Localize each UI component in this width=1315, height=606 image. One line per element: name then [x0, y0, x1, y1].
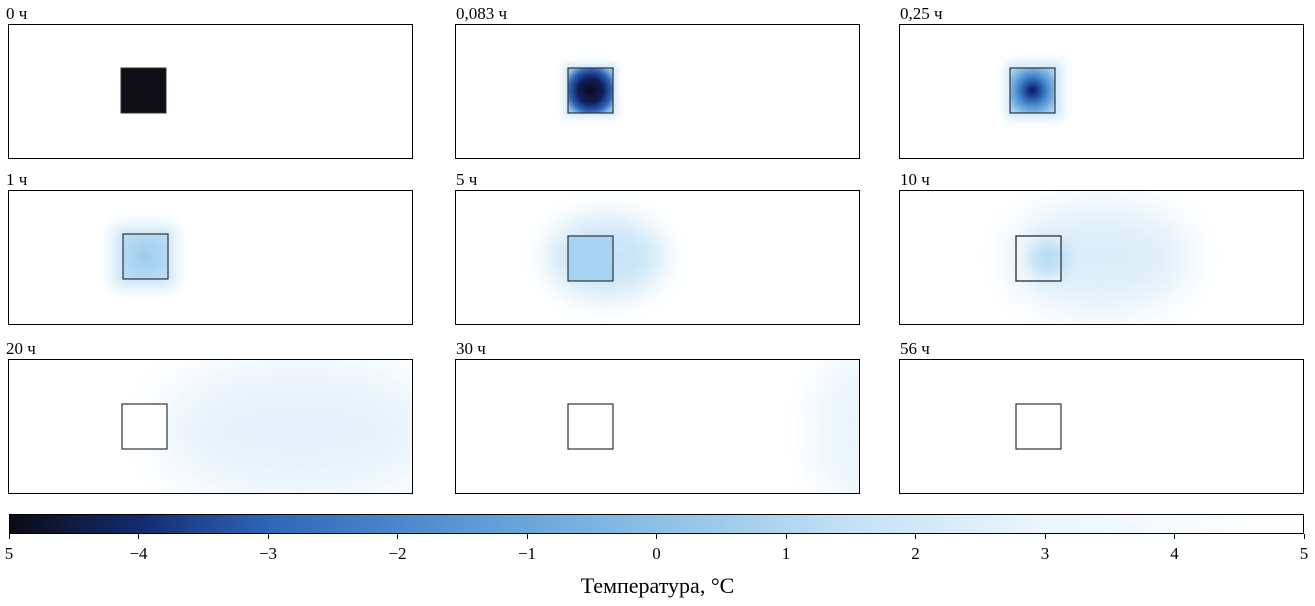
panel-10h: [899, 190, 1304, 325]
panel-0-083h: [455, 24, 860, 159]
panel-1h: [8, 190, 413, 325]
panel-label-0-25h: 0,25 ч: [900, 4, 943, 23]
colorbar-tick-label: −2: [388, 544, 407, 563]
panel-label-1h: 1 ч: [6, 170, 28, 189]
panel-label-0-083h: 0,083 ч: [456, 4, 508, 23]
colorbar-tickmark: [138, 534, 139, 539]
colorbar-tick-label: 5: [4, 544, 14, 563]
panel-30h: [455, 359, 860, 494]
colorbar-tick-label: 5: [1299, 544, 1309, 563]
panel-56h: [899, 359, 1304, 494]
colorbar-tick-label: 4: [1170, 544, 1179, 563]
colorbar-tick-label: −1: [517, 544, 537, 563]
colorbar-tick-label: −3: [258, 544, 278, 563]
colorbar-tickmark: [785, 534, 787, 539]
panel-label-20h: 20 ч: [6, 339, 36, 358]
square-object: [122, 233, 169, 280]
panel-label-0h: 0 ч: [6, 4, 28, 23]
colorbar-tick-label: 0: [652, 544, 661, 563]
panel-20h: [8, 359, 413, 494]
square-object: [120, 67, 167, 114]
panel-label-5h: 5 ч: [456, 170, 478, 189]
square-object: [1009, 67, 1056, 114]
colorbar-tickmark: [1044, 534, 1046, 539]
colorbar-tick-label: 2: [911, 544, 920, 563]
square-object: [567, 403, 614, 450]
square-object: [121, 403, 168, 450]
colorbar-tickmark: [656, 534, 657, 539]
colorbar-tick-label: −4: [129, 544, 148, 563]
panel-5h: [455, 190, 860, 325]
panel-label-10h: 10 ч: [900, 170, 930, 189]
colorbar-tick-label: 3: [1040, 544, 1050, 563]
colorbar-tickmark: [526, 534, 528, 539]
square-object: [1015, 403, 1062, 450]
panel-label-30h: 30 ч: [456, 339, 486, 358]
colorbar-tickmark: [1303, 534, 1305, 539]
colorbar-tickmark: [8, 534, 10, 539]
colorbar-tick-label: 1: [781, 544, 791, 563]
colorbar-title: Температура, °C: [580, 573, 735, 598]
panel-0-25h: [899, 24, 1304, 159]
square-object: [567, 235, 614, 282]
square-object: [567, 67, 614, 114]
colorbar: [9, 514, 1304, 534]
colorbar-tickmark: [1174, 534, 1175, 539]
colorbar-tickmark: [915, 534, 916, 539]
colorbar-tickmark: [397, 534, 398, 539]
colorbar-tickmark: [267, 534, 269, 539]
panel-0h: [8, 24, 413, 159]
panel-label-56h: 56 ч: [900, 339, 930, 358]
